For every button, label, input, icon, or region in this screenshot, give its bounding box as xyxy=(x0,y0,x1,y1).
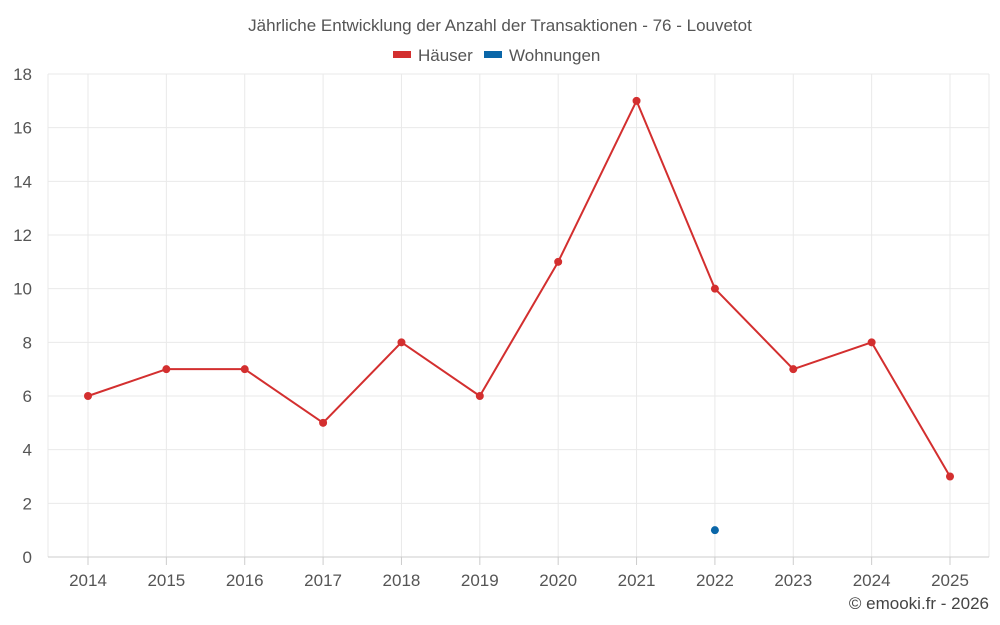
data-point[interactable] xyxy=(475,392,484,400)
x-tick-label: 2020 xyxy=(539,571,577,590)
y-tick-label: 12 xyxy=(13,226,32,245)
legend-swatch-haeuser[interactable] xyxy=(393,51,411,58)
grid xyxy=(47,73,990,557)
data-point[interactable] xyxy=(319,418,328,427)
x-tick-label: 2025 xyxy=(931,571,969,590)
legend-swatch-wohnungen[interactable] xyxy=(484,51,502,58)
axes: 0 2 4 6 8 10 12 14 16 18 2014 2015 2016 2017 2018 2019 2… xyxy=(13,65,989,590)
data-point[interactable] xyxy=(632,96,641,105)
y-tick-label: 0 xyxy=(23,548,32,567)
data-point[interactable] xyxy=(240,365,249,374)
data-point[interactable] xyxy=(710,526,719,535)
x-tick-label: 2014 xyxy=(69,571,107,590)
data-point[interactable] xyxy=(162,365,171,374)
legend-label-wohnungen[interactable]: Wohnungen xyxy=(509,46,600,65)
data-point[interactable] xyxy=(84,392,92,400)
series-line-0 xyxy=(87,99,951,478)
copyright-credit: © emooki.fr - 2026 xyxy=(849,594,989,613)
data-point[interactable] xyxy=(946,472,954,481)
data-point[interactable] xyxy=(789,365,798,374)
data-point[interactable] xyxy=(554,257,563,266)
series-group xyxy=(84,96,954,535)
y-tick-label: 18 xyxy=(13,65,32,84)
x-tick-label: 2015 xyxy=(147,571,185,590)
y-tick-label: 6 xyxy=(23,387,32,406)
x-tick-label: 2019 xyxy=(461,571,499,590)
x-tick-label: 2021 xyxy=(618,571,656,590)
data-point[interactable] xyxy=(867,338,876,347)
y-tick-label: 4 xyxy=(23,441,32,460)
chart-title: Jährliche Entwicklung der Anzahl der Tra… xyxy=(248,16,752,35)
x-tick-label: 2023 xyxy=(774,571,812,590)
data-point[interactable] xyxy=(710,284,719,293)
data-point[interactable] xyxy=(397,338,406,347)
x-tick-label: 2016 xyxy=(226,571,264,590)
y-tick-label: 16 xyxy=(13,119,32,138)
x-tick-label: 2024 xyxy=(853,571,891,590)
x-tick-label: 2017 xyxy=(304,571,342,590)
legend: Häuser Wohnungen xyxy=(393,46,600,65)
y-tick-label: 14 xyxy=(13,172,32,191)
legend-label-haeuser[interactable]: Häuser xyxy=(418,46,473,65)
y-tick-label: 2 xyxy=(23,494,32,513)
x-tick-label: 2022 xyxy=(696,571,734,590)
y-tick-label: 8 xyxy=(23,333,32,352)
y-tick-label: 10 xyxy=(13,280,32,299)
x-tick-label: 2018 xyxy=(383,571,421,590)
